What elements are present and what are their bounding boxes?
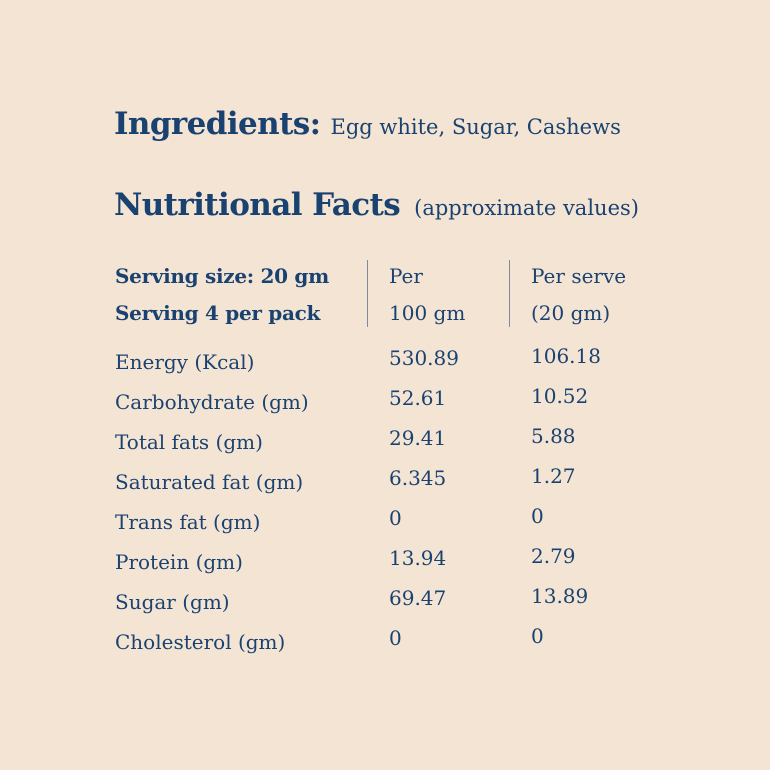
ingredients-section: Ingredients: Egg white, Sugar, Cashews: [114, 106, 621, 142]
column-divider: [509, 260, 510, 327]
nutrition-row: Energy (Kcal) 530.89 106.18: [0, 344, 770, 384]
value-per-100: 69.47: [389, 586, 447, 610]
nutrient-name: Energy (Kcal): [115, 350, 255, 374]
column-header-line: Per: [389, 264, 423, 288]
column-header-per-100: Per 100 gm: [389, 258, 465, 332]
value-per-serve: 13.89: [531, 584, 589, 608]
value-per-serve: 2.79: [531, 544, 576, 568]
serving-size: Serving size: 20 gm: [115, 264, 329, 288]
nutrient-name: Carbohydrate (gm): [115, 390, 309, 414]
value-per-serve: 1.27: [531, 464, 576, 488]
serving-count: Serving 4 per pack: [115, 301, 321, 325]
nutrition-note: (approximate values): [414, 196, 639, 220]
value-per-serve: 10.52: [531, 384, 589, 408]
serving-info: Serving size: 20 gm Serving 4 per pack: [115, 258, 329, 332]
value-per-serve: 0: [531, 504, 544, 528]
nutrition-row: Cholesterol (gm) 0 0: [0, 624, 770, 664]
column-header-line: (20 gm): [531, 301, 611, 325]
value-per-100: 0: [389, 506, 402, 530]
value-per-serve: 106.18: [531, 344, 601, 368]
value-per-100: 13.94: [389, 546, 447, 570]
nutrient-name: Protein (gm): [115, 550, 243, 574]
nutrition-row: Protein (gm) 13.94 2.79: [0, 544, 770, 584]
nutrient-name: Sugar (gm): [115, 590, 230, 614]
nutrition-row: Sugar (gm) 69.47 13.89: [0, 584, 770, 624]
nutrition-row: Total fats (gm) 29.41 5.88: [0, 424, 770, 464]
nutrition-row: Trans fat (gm) 0 0: [0, 504, 770, 544]
value-per-100: 0: [389, 626, 402, 650]
nutrient-name: Trans fat (gm): [115, 510, 261, 534]
value-per-100: 52.61: [389, 386, 447, 410]
nutrient-name: Cholesterol (gm): [115, 630, 286, 654]
column-divider: [367, 260, 368, 327]
value-per-100: 6.345: [389, 466, 447, 490]
value-per-100: 530.89: [389, 346, 459, 370]
column-header-line: Per serve: [531, 264, 627, 288]
ingredients-list: Egg white, Sugar, Cashews: [330, 115, 621, 139]
value-per-serve: 5.88: [531, 424, 576, 448]
nutrition-heading: Nutritional Facts: [114, 187, 401, 223]
value-per-serve: 0: [531, 624, 544, 648]
ingredients-heading: Ingredients:: [114, 106, 321, 142]
column-header-line: 100 gm: [389, 301, 466, 325]
nutrition-row: Carbohydrate (gm) 52.61 10.52: [0, 384, 770, 424]
nutrition-title-section: Nutritional Facts (approximate values): [114, 187, 639, 223]
column-header-per-serve: Per serve (20 gm): [531, 258, 626, 332]
nutrition-table: Energy (Kcal) 530.89 106.18 Carbohydrate…: [0, 344, 770, 664]
nutrient-name: Saturated fat (gm): [115, 470, 304, 494]
nutrition-row: Saturated fat (gm) 6.345 1.27: [0, 464, 770, 504]
value-per-100: 29.41: [389, 426, 447, 450]
nutrient-name: Total fats (gm): [115, 430, 263, 454]
